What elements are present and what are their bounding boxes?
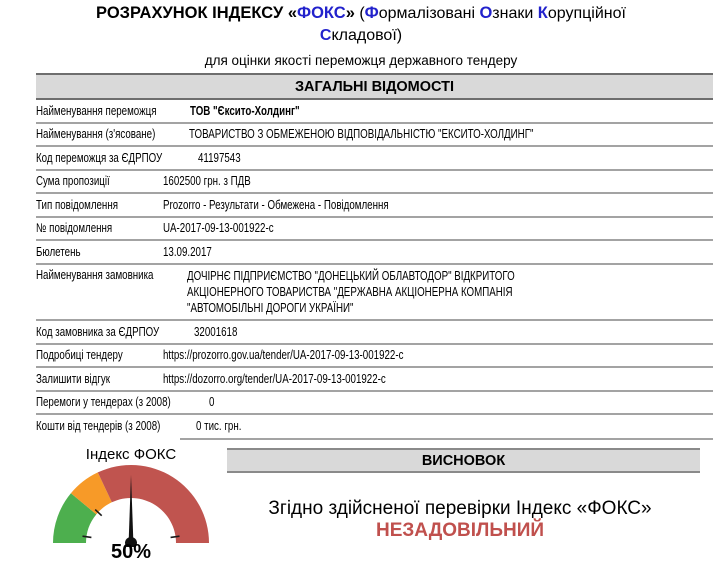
row-label: Найменування переможця	[36, 103, 157, 118]
gauge-tick	[94, 509, 103, 517]
feedback-link[interactable]: https://dozorro.org/tender/UA-2017-09-13…	[163, 371, 386, 386]
bid-amount-value: 1602500 грн. з ПДВ	[163, 174, 251, 188]
gauge-tick	[170, 535, 180, 539]
row-label: Сума пропозиції	[36, 174, 110, 188]
table-row: Код переможця за ЄДРПОУ 41197543	[36, 147, 713, 171]
gauge-needle	[128, 475, 134, 543]
table-row: Подробиці тендеру https://prozorro.gov.u…	[36, 345, 713, 368]
conclusion-result: НЕЗАДОВІЛЬНИЙ	[375, 520, 545, 541]
notice-number-value: UA-2017-09-13-001922-c	[163, 221, 274, 235]
gauge-segment-red	[97, 465, 209, 543]
row-label: Залишити відгук	[36, 371, 111, 386]
row-label: Код замовника за ЄДРПОУ	[36, 324, 160, 339]
title-cap-k: К	[537, 4, 548, 22]
row-label: Найменування (з'ясоване)	[36, 127, 156, 141]
tender-wins-value: 0	[208, 395, 215, 409]
gauge-needle-hub	[125, 537, 137, 547]
report-title-block: РОЗРАХУНОК ІНДЕКСУ «ФОКС» (Формалізовані…	[0, 2, 722, 69]
row-label: Бюлетень	[36, 244, 81, 259]
conclusion-text: Згідно здійсненої перевірки Індекс «ФОКС…	[268, 498, 652, 519]
title-paren-open: (	[354, 5, 365, 22]
focs-index-gauge	[53, 465, 209, 547]
customer-edrpou-value: 32001618	[193, 324, 238, 339]
tender-details-link[interactable]: https://prozorro.gov.ua/tender/UA-2017-0…	[163, 348, 404, 362]
bulletin-date-value: 13.09.2017	[163, 244, 212, 259]
table-bottom-divider	[180, 438, 713, 440]
report-subtitle: для оцінки якості переможця державного т…	[204, 53, 518, 68]
row-label: Перемоги у тендерах (з 2008)	[36, 395, 171, 409]
gauge-segment-green	[53, 493, 97, 543]
title-acronym: ФОКС	[297, 4, 346, 22]
clarified-name-value: ТОВАРИСТВО З ОБМЕЖЕНОЮ ВІДПОВІДАЛЬНІСТЮ …	[189, 127, 534, 141]
table-row: Найменування (з'ясоване) ТОВАРИСТВО З ОБ…	[36, 124, 713, 147]
row-label: Найменування замовника	[36, 268, 154, 282]
row-label: Подробиці тендеру	[36, 348, 123, 362]
gauge-title: Індекс ФОКС	[85, 446, 177, 463]
title-quote-open: «	[287, 4, 297, 22]
row-label: Тип повідомлення	[36, 197, 118, 212]
row-label: Код переможця за ЄДРПОУ	[36, 150, 163, 165]
gauge-segment-orange	[70, 472, 112, 515]
table-row: Тип повідомлення Prozorro - Результати -…	[36, 194, 713, 218]
table-row: № повідомлення UA-2017-09-13-001922-c	[36, 218, 713, 241]
row-label: Кошти від тендерів (з 2008)	[36, 418, 161, 433]
report-title-line1: РОЗРАХУНОК ІНДЕКСУ «ФОКС» (Формалізовані…	[0, 2, 722, 25]
winner-edrpou-value: 41197543	[197, 150, 241, 165]
title-word-3: орупційної	[547, 5, 626, 22]
table-row: Код замовника за ЄДРПОУ 32001618	[36, 321, 713, 345]
customer-name-value: ДОЧІРНЄ ПІДПРИЄМСТВО "ДОНЕЦЬКИЙ ОБЛАВТОД…	[186, 269, 515, 315]
title-quote-close: »	[345, 4, 355, 22]
title-word-1: ормалізовані	[378, 5, 480, 22]
notice-type-value: Prozorro - Результати - Обмежена - Повід…	[163, 197, 389, 212]
general-info-table: ЗАГАЛЬНІ ВІДОМОСТІ Найменування переможц…	[36, 73, 713, 437]
title-cap-s: С	[319, 27, 332, 44]
title-word-4: кладової)	[331, 27, 403, 44]
report-title-line2: Складової)	[0, 25, 722, 47]
gauge-tick	[82, 535, 92, 539]
conclusion-header: ВИСНОВОК	[227, 448, 700, 473]
winner-name-value: ТОВ "Єксито-Холдинг"	[190, 103, 301, 118]
row-label: № повідомлення	[36, 221, 113, 235]
tender-funds-value: 0 тис. грн.	[195, 418, 241, 433]
table-row: Бюлетень 13.09.2017	[36, 241, 713, 265]
table-row: Найменування переможця ТОВ "Єксито-Холди…	[36, 100, 713, 124]
table-row: Залишити відгук https://dozorro.org/tend…	[36, 368, 713, 392]
title-word-2: знаки	[492, 5, 538, 22]
title-prefix: РОЗРАХУНОК ІНДЕКСУ	[96, 4, 288, 22]
table-row: Сума пропозиції 1602500 грн. з ПДВ	[36, 171, 713, 194]
title-cap-o: О	[479, 4, 493, 22]
title-cap-f: Ф	[364, 4, 379, 22]
gauge-value-label: 50%	[110, 541, 152, 563]
table-row: Кошти від тендерів (з 2008) 0 тис. грн.	[36, 415, 713, 437]
table-row: Найменування замовника ДОЧІРНЄ ПІДПРИЄМС…	[36, 265, 713, 321]
table-row: Перемоги у тендерах (з 2008) 0	[36, 392, 713, 415]
table-header: ЗАГАЛЬНІ ВІДОМОСТІ	[36, 73, 713, 100]
